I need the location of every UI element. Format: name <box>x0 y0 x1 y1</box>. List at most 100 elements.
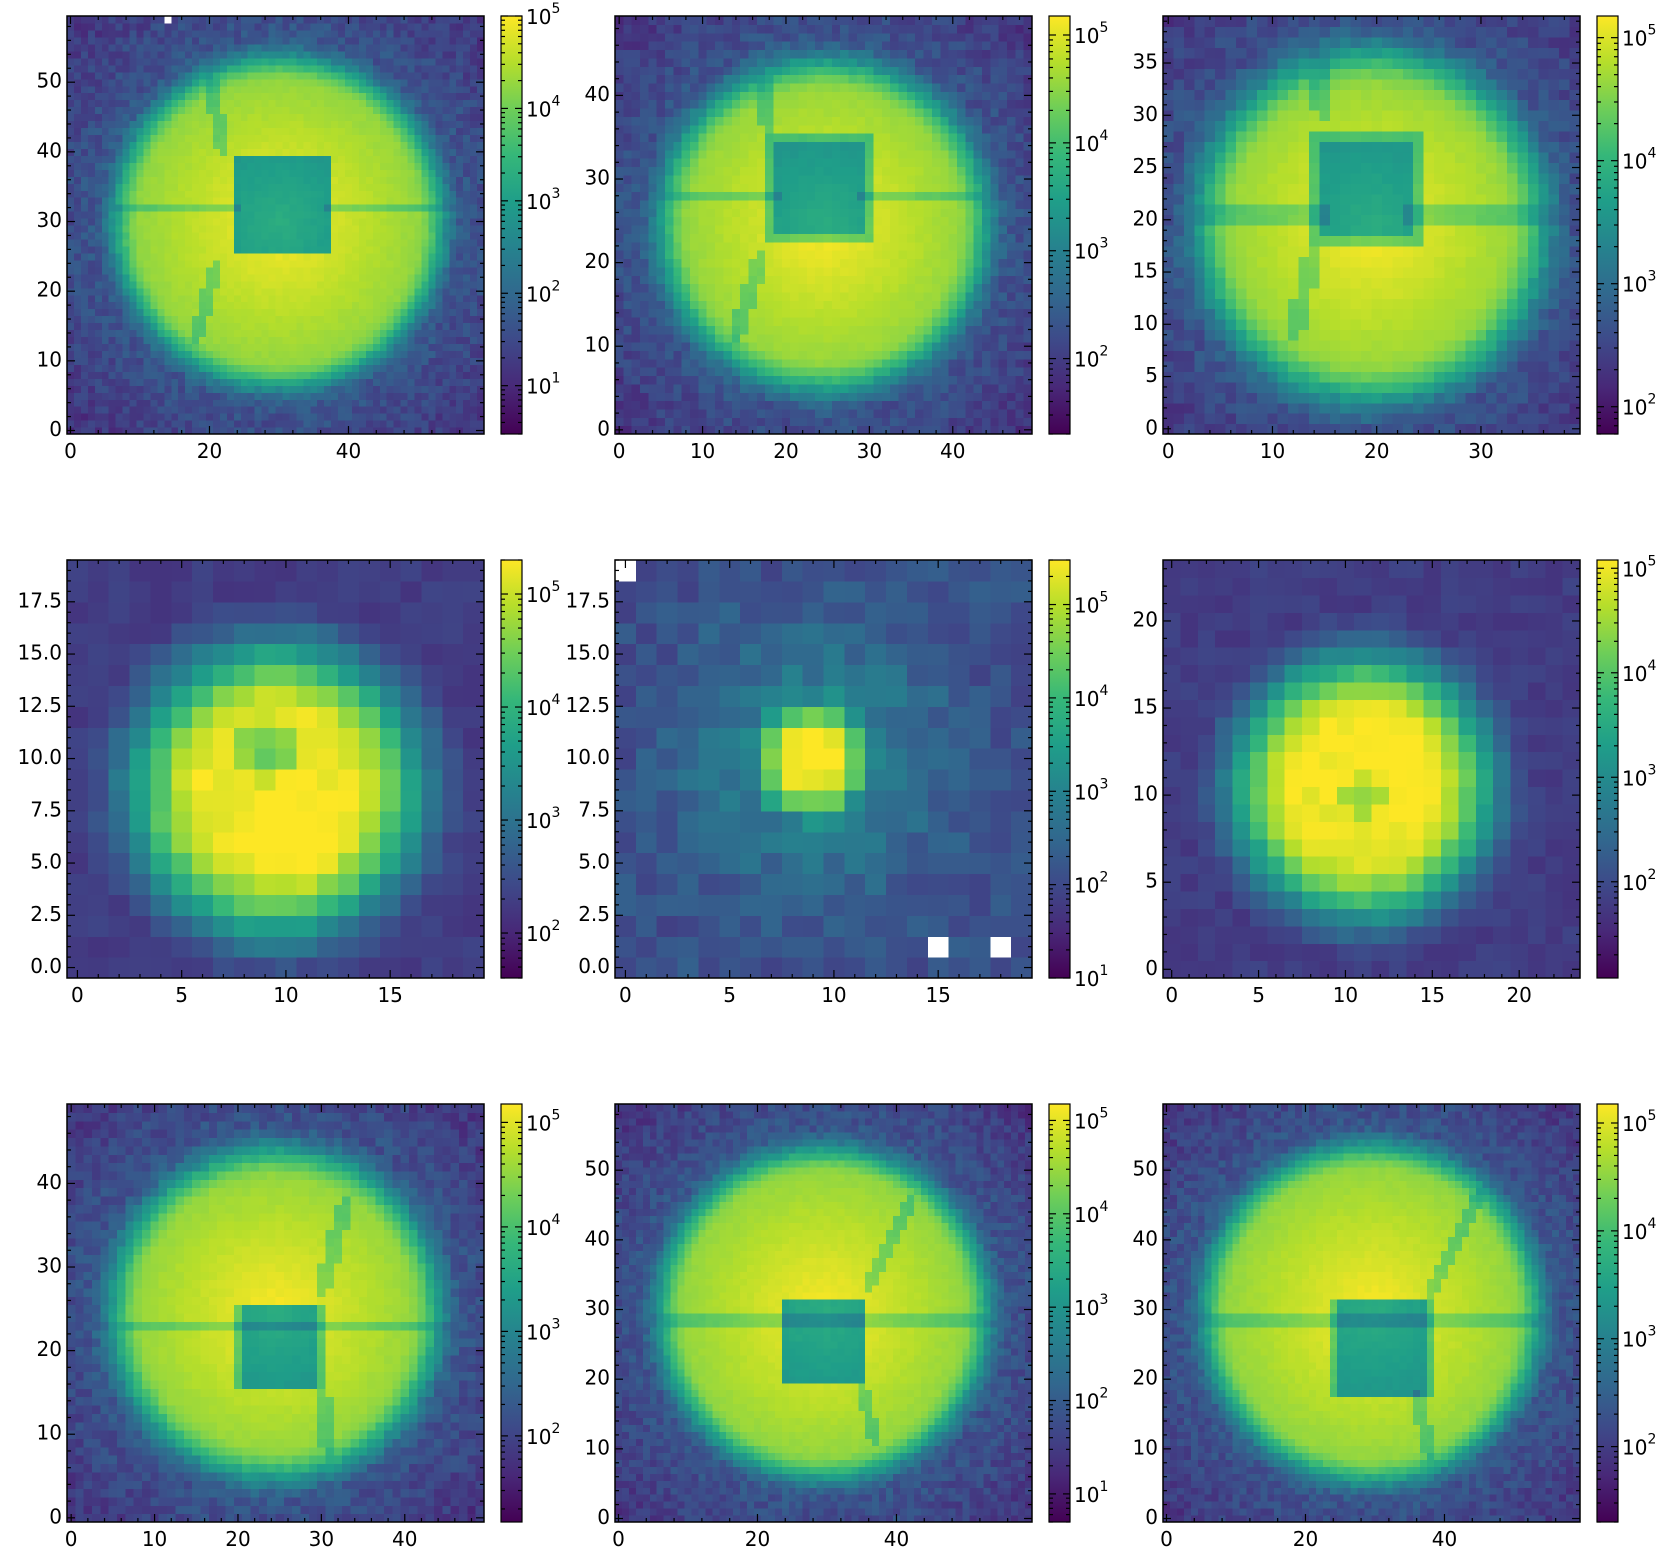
heatmap-cell <box>81 295 89 303</box>
heatmap-cell <box>137 350 145 358</box>
heatmap-cell <box>157 316 165 324</box>
heatmap-cell <box>373 288 381 296</box>
heatmap-cell <box>255 343 263 351</box>
heatmap-cell <box>415 406 423 414</box>
heatmap-cell <box>88 246 96 254</box>
heatmap-cell <box>698 325 707 334</box>
heatmap-cell <box>116 357 124 365</box>
heatmap-cell <box>88 295 96 303</box>
heatmap-cell <box>359 225 367 233</box>
heatmap-cell <box>317 239 325 247</box>
heatmap-cell <box>102 16 110 24</box>
heatmap-cell <box>123 127 131 135</box>
heatmap-cell <box>442 183 450 191</box>
heatmap-cell <box>262 413 270 421</box>
heatmap-cell <box>470 364 478 372</box>
heatmap-cell <box>185 399 193 407</box>
heatmap-cell <box>428 37 436 45</box>
heatmap-cell <box>849 401 858 410</box>
heatmap-cell <box>657 292 666 301</box>
heatmap-cell <box>982 375 991 384</box>
heatmap-cell <box>882 242 891 251</box>
heatmap-cell <box>255 169 263 177</box>
heatmap-cell <box>109 204 117 212</box>
heatmap-cell <box>310 281 318 289</box>
heatmap-cell <box>164 72 172 80</box>
heatmap-cell <box>227 93 235 101</box>
heatmap-cell <box>234 183 242 191</box>
heatmap-cell <box>137 44 145 52</box>
heatmap-cell <box>723 292 732 301</box>
heatmap-cell <box>171 378 179 386</box>
heatmap-cell <box>373 72 381 80</box>
heatmap-cell <box>262 288 270 296</box>
heatmap-cell <box>227 232 235 240</box>
heatmap-cell <box>899 284 908 293</box>
heatmap-cell <box>282 121 290 129</box>
heatmap-cell <box>824 375 833 384</box>
heatmap-cell <box>394 364 402 372</box>
heatmap-cell <box>366 288 374 296</box>
heatmap-cell <box>192 162 200 170</box>
heatmap-cell <box>289 23 297 31</box>
heatmap-cell <box>470 406 478 414</box>
heatmap-cell <box>623 367 632 376</box>
heatmap-cell <box>213 72 221 80</box>
heatmap-cell <box>248 253 256 261</box>
heatmap-cell <box>81 274 89 282</box>
heatmap-cell <box>1007 317 1016 326</box>
heatmap-cell <box>276 420 284 428</box>
heatmap-cell <box>940 309 949 318</box>
heatmap-cell <box>81 281 89 289</box>
heatmap-cell <box>234 204 242 212</box>
heatmap-cell <box>380 30 388 38</box>
heatmap-cell <box>415 253 423 261</box>
heatmap-cell <box>178 239 186 247</box>
heatmap-cell <box>435 413 443 421</box>
heatmap-cell <box>401 114 409 122</box>
heatmap-cell <box>143 378 151 386</box>
heatmap-cell <box>373 239 381 247</box>
heatmap-cell <box>345 23 353 31</box>
heatmap-cell <box>324 350 332 358</box>
heatmap-cell <box>394 371 402 379</box>
heatmap-cell <box>164 86 172 94</box>
heatmap-cell <box>366 107 374 115</box>
heatmap-cell <box>723 359 732 368</box>
heatmap-cell <box>303 336 311 344</box>
heatmap-cell <box>882 367 891 376</box>
heatmap-cell <box>648 250 657 259</box>
heatmap-cell <box>824 317 833 326</box>
heatmap-cell <box>470 127 478 135</box>
heatmap-cell <box>269 204 277 212</box>
heatmap-cell <box>957 242 966 251</box>
heatmap-cell <box>623 384 632 393</box>
heatmap-cell <box>857 267 866 276</box>
heatmap-cell <box>707 409 716 418</box>
heatmap-cell <box>623 401 632 410</box>
heatmap-cell <box>95 30 103 38</box>
heatmap-cell <box>324 323 332 331</box>
heatmap-cell <box>130 350 138 358</box>
heatmap-cell <box>157 274 165 282</box>
heatmap-cell <box>123 204 131 212</box>
heatmap-cell <box>449 86 457 94</box>
heatmap-cell <box>241 357 249 365</box>
heatmap-cell <box>421 141 429 149</box>
heatmap-cell <box>116 93 124 101</box>
heatmap-cell <box>815 325 824 334</box>
heatmap-cell <box>255 232 263 240</box>
heatmap-cell <box>428 127 436 135</box>
heatmap-cell <box>282 336 290 344</box>
heatmap-cell <box>442 336 450 344</box>
heatmap-cell <box>171 162 179 170</box>
heatmap-cell <box>95 197 103 205</box>
heatmap-cell <box>150 323 158 331</box>
heatmap-cell <box>95 211 103 219</box>
heatmap-cell <box>88 162 96 170</box>
heatmap-cell <box>303 141 311 149</box>
heatmap-cell <box>665 375 674 384</box>
heatmap-cell <box>109 357 117 365</box>
heatmap-cell <box>310 204 318 212</box>
heatmap-cell <box>241 100 249 108</box>
